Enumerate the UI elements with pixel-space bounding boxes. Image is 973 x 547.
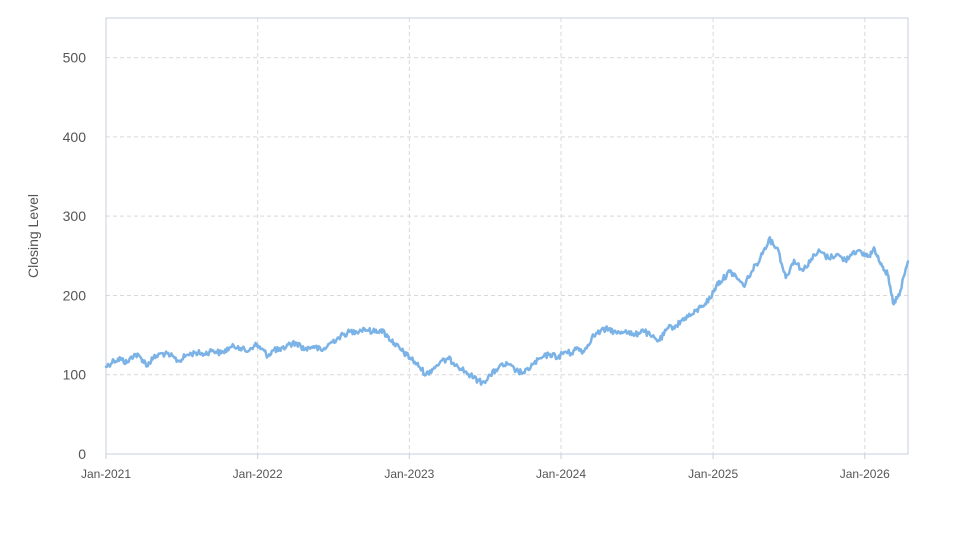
x-tick-label: Jan-2022: [233, 467, 283, 481]
gridlines: [106, 18, 908, 454]
plot-frame: [105, 17, 909, 455]
y-tick-label: 400: [63, 129, 87, 145]
series-line: [104, 236, 910, 386]
x-tick-label: Jan-2025: [688, 467, 738, 481]
x-tick-label: Jan-2026: [840, 467, 890, 481]
y-tick-label: 100: [63, 367, 87, 383]
y-tick-label: 200: [63, 287, 87, 303]
x-tick-label: Jan-2021: [81, 467, 131, 481]
y-tick-label: 300: [63, 208, 87, 224]
y-tick-label: 500: [63, 50, 87, 66]
x-tick-label: Jan-2023: [384, 467, 434, 481]
y-axis-label: Closing Level: [25, 194, 41, 278]
y-axis-ticks: 0 100 200 300 400 500: [63, 50, 87, 462]
x-tick-label: Jan-2024: [536, 467, 586, 481]
x-axis-ticks: Jan-2021 Jan-2022 Jan-2023 Jan-2024 Jan-2025…: [81, 454, 890, 481]
y-tick-label: 0: [78, 446, 86, 462]
